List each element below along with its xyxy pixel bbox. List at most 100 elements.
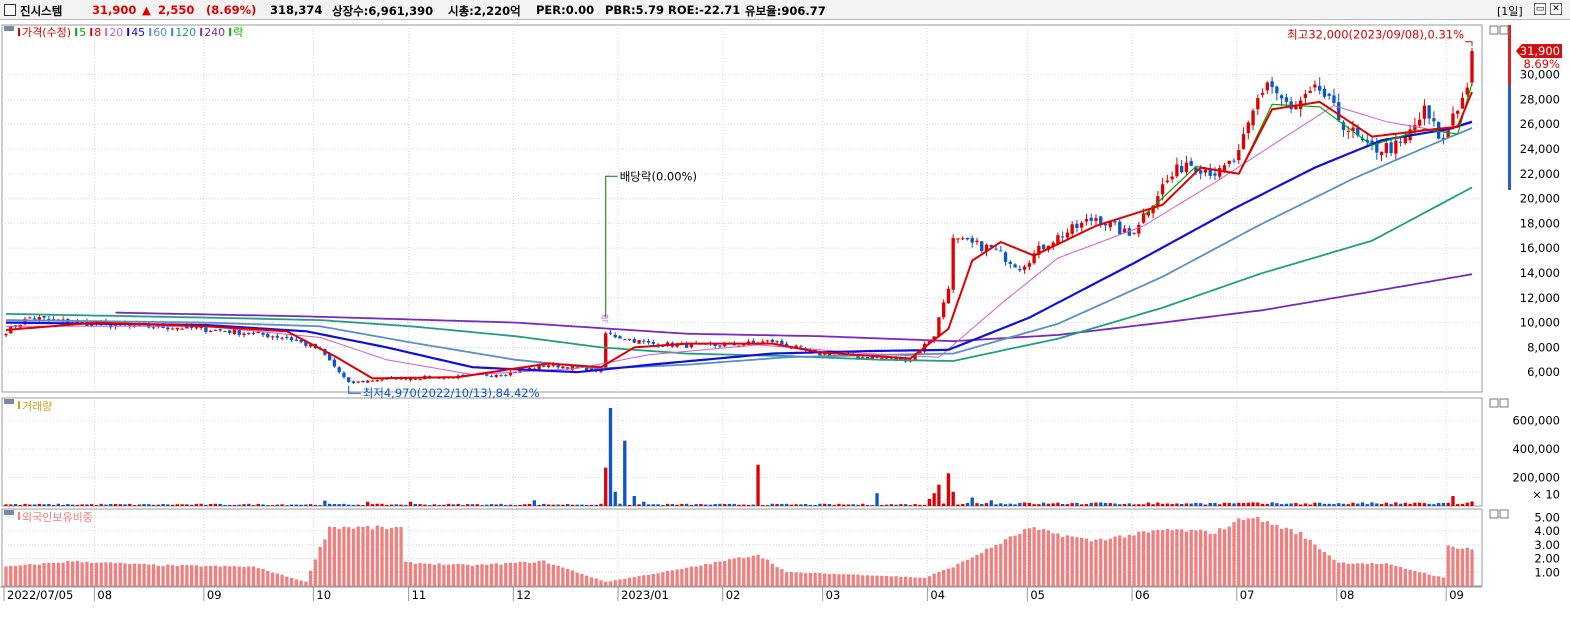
foreign-ownership-bar xyxy=(204,566,208,586)
foreign-ownership-bar xyxy=(332,526,337,586)
foreign-ownership-bar xyxy=(723,561,727,586)
select-checkbox[interactable] xyxy=(4,4,16,16)
market-cap: 시총:2,220억 xyxy=(448,4,521,18)
volume-bar xyxy=(1279,504,1284,506)
foreign-ownership-bar xyxy=(889,576,893,586)
window-restore-icon[interactable]: ▭ xyxy=(1534,3,1546,15)
foreign-ownership-bar xyxy=(456,563,460,586)
volume-bar xyxy=(499,503,503,506)
panel-minimize-button[interactable] xyxy=(1489,509,1499,519)
candle xyxy=(1146,211,1151,216)
foreign-ownership-bar xyxy=(1218,528,1222,586)
volume-bar xyxy=(680,504,684,506)
foreign-tick-label: 1.00 xyxy=(1534,565,1560,579)
candle xyxy=(880,357,884,359)
volume-bar xyxy=(189,504,194,506)
volume-bar xyxy=(56,503,61,506)
volume-panel-menu-icon[interactable] xyxy=(4,399,14,404)
foreign-ownership-bar xyxy=(1375,564,1379,586)
volume-bar xyxy=(1427,503,1431,506)
volume-bar xyxy=(242,504,246,506)
foreign-ownership-bar xyxy=(1179,529,1184,586)
volume-bar xyxy=(223,504,227,506)
change-arrow-icon: ▲ xyxy=(142,3,151,17)
range-scrollbar-thumb[interactable] xyxy=(1508,25,1511,85)
candle xyxy=(1422,105,1427,119)
period-button[interactable]: [1일] xyxy=(1497,5,1523,18)
volume-bar xyxy=(784,503,789,506)
foreign-ownership-bar xyxy=(1403,568,1408,586)
volume-bar xyxy=(213,503,218,506)
candle xyxy=(689,343,694,348)
panel-maximize-button[interactable] xyxy=(1499,25,1509,35)
volume-bar xyxy=(546,504,551,506)
volume-bar xyxy=(889,504,893,506)
candle xyxy=(604,333,608,369)
volume-bar xyxy=(699,503,703,506)
candle xyxy=(1056,235,1060,245)
foreign-ownership-bar xyxy=(1427,574,1431,586)
candle xyxy=(289,337,294,341)
volume-bar xyxy=(894,504,898,506)
ma-line-20 xyxy=(6,105,1473,376)
foreign-ownership-bar xyxy=(742,558,746,586)
candle xyxy=(1151,205,1155,214)
close-icon[interactable]: ✕ xyxy=(1550,3,1562,15)
foreign-ownership-bar xyxy=(575,572,579,586)
price-tick-label: 8,000 xyxy=(1527,340,1560,354)
foreign-panel-menu-icon[interactable] xyxy=(4,510,14,515)
foreign-ownership-bar xyxy=(1032,527,1036,586)
foreign-ownership-bar xyxy=(661,572,665,586)
volume-bar xyxy=(865,504,870,506)
volume-bar xyxy=(1294,502,1298,506)
foreign-ownership-bar xyxy=(1037,529,1041,586)
volume-bar xyxy=(1103,503,1108,506)
candle xyxy=(232,329,237,335)
volume-bar xyxy=(1437,503,1441,506)
range-scrollbar[interactable] xyxy=(1508,25,1511,190)
foreign-ownership-bar xyxy=(1346,563,1350,586)
volume-bar xyxy=(1203,504,1208,506)
panel-minimize-button[interactable] xyxy=(1489,25,1499,35)
ma-line-60 xyxy=(6,127,1473,370)
foreign-ownership-bar xyxy=(656,573,660,586)
panel-minimize-button[interactable] xyxy=(1489,398,1499,408)
panel-maximize-button[interactable] xyxy=(1499,509,1509,519)
dividend-mark: 락 xyxy=(601,313,609,325)
volume-bar xyxy=(751,504,755,506)
volume-bar xyxy=(170,504,175,506)
volume-bar xyxy=(437,504,441,506)
candle xyxy=(504,375,508,377)
listed-shares: 상장수:6,961,390 xyxy=(332,4,434,18)
volume-bar xyxy=(1032,504,1036,506)
foreign-ownership-bar xyxy=(1260,521,1265,586)
candle xyxy=(1184,162,1189,173)
price-panel-menu-icon[interactable] xyxy=(4,26,14,31)
legend-item: 60 xyxy=(153,26,167,39)
candle xyxy=(242,333,246,336)
volume-bar xyxy=(627,504,632,506)
foreign-ownership-bar xyxy=(680,569,684,586)
candle xyxy=(1318,85,1322,91)
foreign-ownership-bar xyxy=(304,581,308,586)
foreign-ownership-bar xyxy=(104,562,108,586)
foreign-ownership-bar xyxy=(870,575,874,586)
candle xyxy=(37,317,41,320)
foreign-ownership-bar xyxy=(1432,575,1436,586)
candle xyxy=(856,356,860,359)
panel-maximize-button[interactable] xyxy=(1499,398,1509,408)
candle xyxy=(1070,224,1074,234)
stock-chart: 6,000 8,000 10,000 12,000 14,000 16,000 18,000… xyxy=(0,24,1562,602)
volume-bar xyxy=(832,504,836,506)
price-tick-label: 20,000 xyxy=(1520,192,1560,206)
volume-bar xyxy=(399,504,403,506)
volume-bar xyxy=(527,503,532,506)
candle xyxy=(185,325,189,329)
foreign-ownership-bar xyxy=(903,576,908,586)
foreign-ownership-bar xyxy=(1284,527,1289,586)
candle xyxy=(937,317,941,337)
foreign-ownership-bar xyxy=(1308,539,1312,586)
price-change: 2,550 xyxy=(158,3,195,17)
volume-bar xyxy=(413,504,418,506)
foreign-ownership-bar xyxy=(1160,530,1165,586)
